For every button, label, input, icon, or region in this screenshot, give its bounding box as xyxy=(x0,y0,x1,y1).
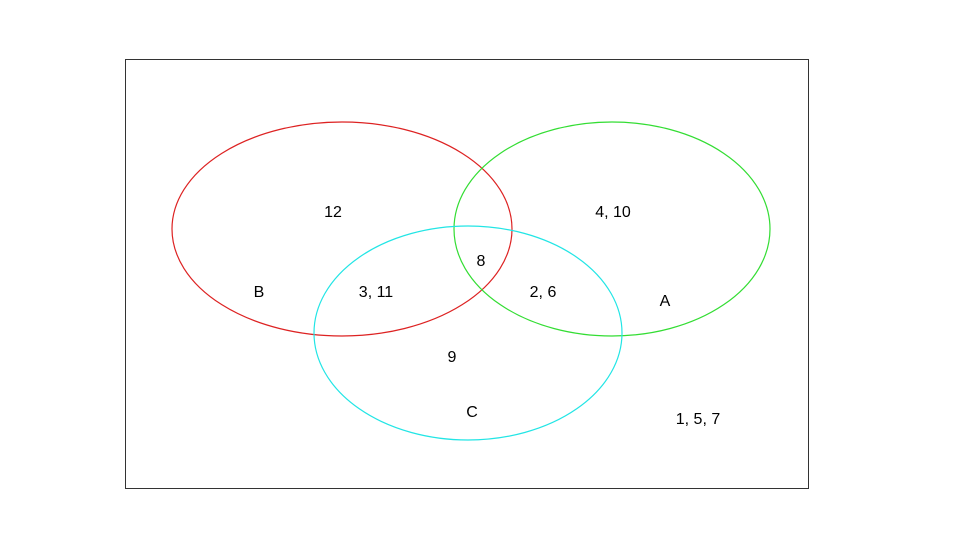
region-a-c: 2, 6 xyxy=(530,284,557,301)
region-b-only: 12 xyxy=(324,204,342,221)
set-b-label: B xyxy=(254,284,265,301)
set-a-label: A xyxy=(660,293,671,310)
region-c-only: 9 xyxy=(448,349,457,366)
region-a-only: 4, 10 xyxy=(595,204,631,221)
set-c-ellipse xyxy=(313,225,623,441)
set-b-ellipse xyxy=(171,121,513,337)
region-a-b-c: 8 xyxy=(477,253,486,270)
set-a-ellipse xyxy=(453,121,771,337)
region-outside: 1, 5, 7 xyxy=(676,411,721,428)
universe-frame xyxy=(125,59,809,489)
region-b-c: 3, 11 xyxy=(359,284,394,301)
set-c-label: C xyxy=(466,404,478,421)
